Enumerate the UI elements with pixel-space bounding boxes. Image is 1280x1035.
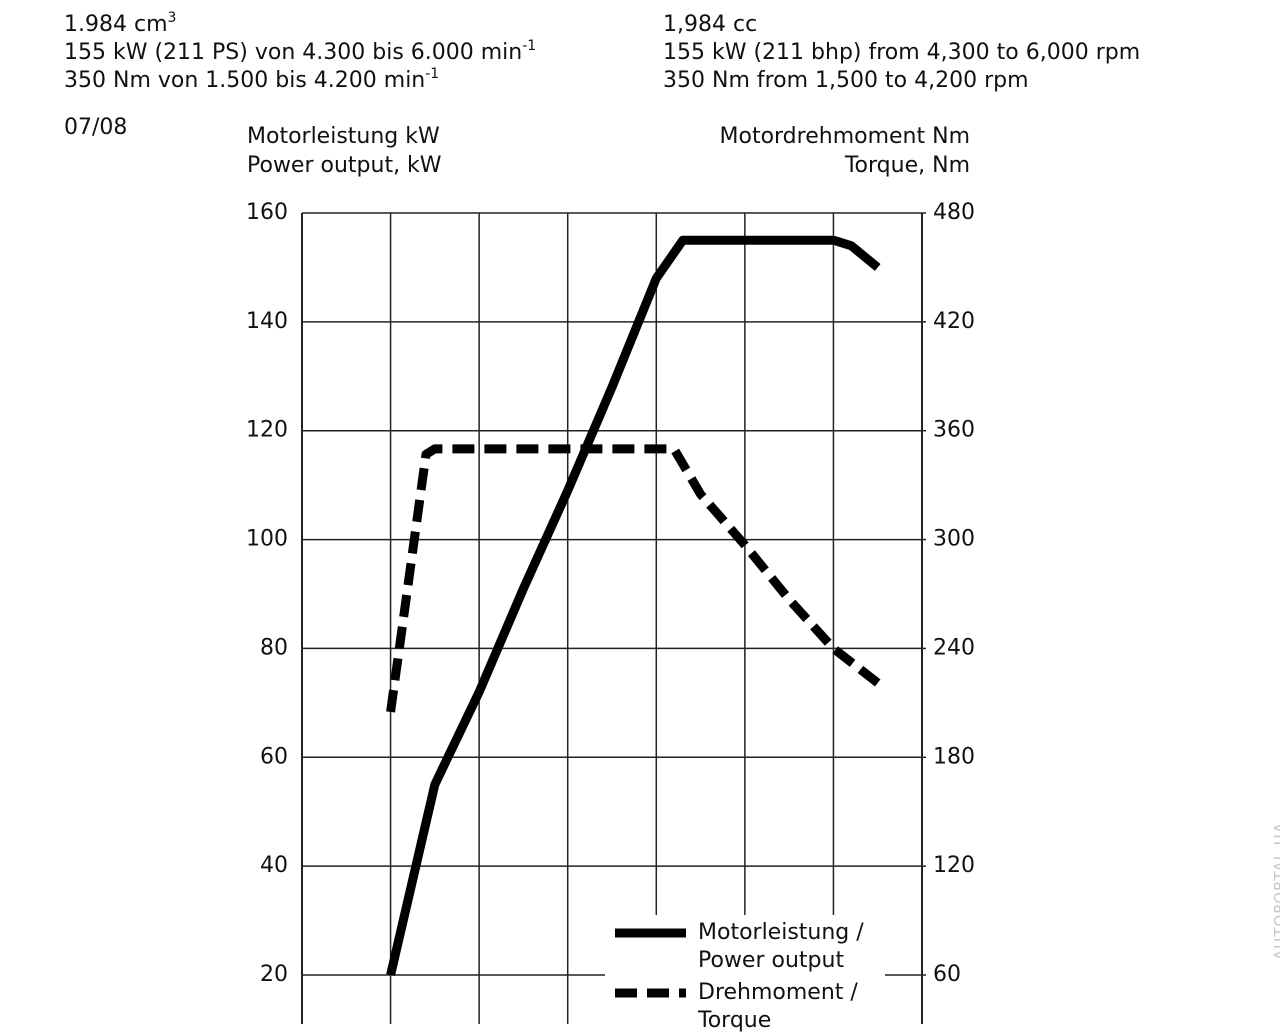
series-line [386,444,881,713]
y-tick-label: 160 [246,200,288,225]
date: 07/08 [64,115,128,140]
spec-text: 1.984 cm [64,12,168,37]
spec-text: 155 kW (211 PS) von 4.300 bis 6.000 min [64,40,523,65]
y-tick-label: 140 [246,309,288,334]
spec-line: 1,984 cc [663,12,758,37]
y-axis-title: Power output, kW [247,153,442,178]
y2-tick-label: 180 [933,744,975,769]
y-tick-label: 20 [260,962,288,987]
spec-line: 350 Nm von 1.500 bis 4.200 min-1 [64,67,439,95]
y2-tick-label: 420 [933,309,975,334]
spec-line: 1.984 cm3 [64,11,176,39]
y-tick-label: 120 [246,418,288,443]
y2-tick-label: 300 [933,527,975,552]
y-tick-label: 100 [246,527,288,552]
series-line [386,235,881,977]
watermark: AUTOPORTAL.UA [1271,821,1280,960]
y-tick-label: 60 [260,744,288,769]
y2-tick-label: 360 [933,418,975,443]
y2-tick-label: 120 [933,853,975,878]
spec-line: 155 kW (211 bhp) from 4,300 to 6,000 rpm [663,40,1141,65]
y2-tick-label: 240 [933,635,975,660]
y-axis-title: Motorleistung kW [247,124,440,149]
y2-tick-label: 60 [933,962,961,987]
spec-line: 350 Nm from 1,500 to 4,200 rpm [663,68,1029,93]
spec-sup: 3 [167,10,177,26]
y2-axis-title: Motordrehmoment Nm [719,124,971,149]
spec-sup: -1 [425,66,440,82]
y-tick-label: 40 [260,853,288,878]
legend-label: Drehmoment / Torque [698,980,858,1033]
spec-sup: -1 [522,38,537,54]
y2-axis-title: Torque, Nm [844,153,970,178]
y2-tick-label: 480 [933,200,975,225]
spec-line: 155 kW (211 PS) von 4.300 bis 6.000 min-… [64,39,536,67]
legend-label: Motorleistung / Power output [698,920,864,973]
y-tick-label: 80 [260,635,288,660]
spec-text: 350 Nm von 1.500 bis 4.200 min [64,68,426,93]
